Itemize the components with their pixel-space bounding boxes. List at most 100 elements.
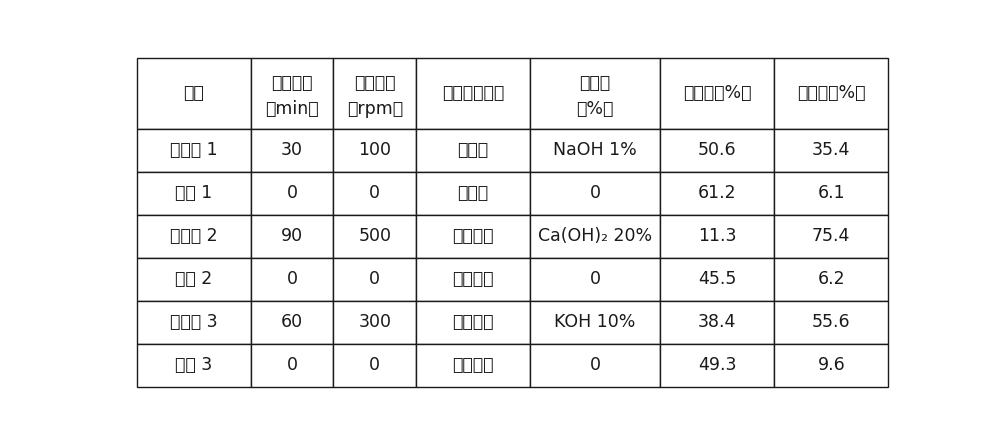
Text: 球磨转速: 球磨转速 <box>354 73 395 92</box>
Text: 木薯酒糟: 木薯酒糟 <box>452 227 494 245</box>
Bar <box>137 58 251 128</box>
Bar <box>251 215 333 257</box>
Text: 实施例 2: 实施例 2 <box>170 227 218 245</box>
Text: 0: 0 <box>590 270 601 288</box>
Bar <box>251 58 333 128</box>
Bar <box>660 301 774 344</box>
Text: 实施例 3: 实施例 3 <box>170 313 218 331</box>
Bar <box>333 215 416 257</box>
Text: （rpm）: （rpm） <box>347 100 403 118</box>
Text: 35.4: 35.4 <box>812 141 850 159</box>
Bar <box>137 128 251 172</box>
Text: 38.4: 38.4 <box>698 313 736 331</box>
Bar <box>137 344 251 386</box>
Bar <box>416 128 530 172</box>
Bar <box>416 215 530 257</box>
Text: 对照 1: 对照 1 <box>175 184 212 202</box>
Bar <box>530 257 660 301</box>
Text: 9.6: 9.6 <box>817 356 845 374</box>
Text: 50.6: 50.6 <box>698 141 736 159</box>
Bar <box>137 172 251 215</box>
Text: 49.3: 49.3 <box>698 356 736 374</box>
Bar <box>530 344 660 386</box>
Text: 球磨时间: 球磨时间 <box>271 73 313 92</box>
Bar <box>774 301 888 344</box>
Text: 结晶度（%）: 结晶度（%） <box>683 84 751 102</box>
Text: 0: 0 <box>287 356 298 374</box>
Bar <box>530 301 660 344</box>
Bar <box>774 215 888 257</box>
Bar <box>660 257 774 301</box>
Bar <box>251 128 333 172</box>
Text: 0: 0 <box>369 184 380 202</box>
Text: 0: 0 <box>590 184 601 202</box>
Bar <box>333 344 416 386</box>
Text: 木薯酒糟: 木薯酒糟 <box>452 270 494 288</box>
Bar <box>416 257 530 301</box>
Text: NaOH 1%: NaOH 1% <box>553 141 637 159</box>
Text: 90: 90 <box>281 227 303 245</box>
Bar <box>137 257 251 301</box>
Bar <box>660 172 774 215</box>
Bar <box>774 128 888 172</box>
Text: 0: 0 <box>287 270 298 288</box>
Bar <box>774 58 888 128</box>
Bar <box>137 215 251 257</box>
Text: 11.3: 11.3 <box>698 227 736 245</box>
Bar <box>774 257 888 301</box>
Text: Ca(OH)₂ 20%: Ca(OH)₂ 20% <box>538 227 652 245</box>
Bar <box>530 172 660 215</box>
Bar <box>660 215 774 257</box>
Text: 6.1: 6.1 <box>817 184 845 202</box>
Text: 糖化率（%）: 糖化率（%） <box>797 84 866 102</box>
Text: 0: 0 <box>287 184 298 202</box>
Text: 木质纤维原料: 木质纤维原料 <box>442 84 504 102</box>
Bar <box>333 172 416 215</box>
Bar <box>333 58 416 128</box>
Text: （%）: （%） <box>576 100 614 118</box>
Text: 0: 0 <box>369 270 380 288</box>
Bar <box>530 215 660 257</box>
Text: 对照 3: 对照 3 <box>175 356 212 374</box>
Bar <box>416 172 530 215</box>
Text: 61.2: 61.2 <box>698 184 736 202</box>
Text: 0: 0 <box>369 356 380 374</box>
Bar <box>251 301 333 344</box>
Bar <box>774 344 888 386</box>
Bar <box>333 301 416 344</box>
Text: 甘蔗渣: 甘蔗渣 <box>458 141 489 159</box>
Text: 60: 60 <box>281 313 303 331</box>
Text: 6.2: 6.2 <box>817 270 845 288</box>
Bar <box>251 257 333 301</box>
Bar <box>416 58 530 128</box>
Bar <box>137 301 251 344</box>
Bar <box>333 257 416 301</box>
Text: （min）: （min） <box>265 100 319 118</box>
Text: 500: 500 <box>358 227 391 245</box>
Text: 100: 100 <box>358 141 391 159</box>
Bar <box>660 344 774 386</box>
Text: 玉米秸秆: 玉米秸秆 <box>452 356 494 374</box>
Text: 甘蔗渣: 甘蔗渣 <box>458 184 489 202</box>
Bar <box>660 58 774 128</box>
Text: 300: 300 <box>358 313 391 331</box>
Text: 碱用量: 碱用量 <box>580 73 611 92</box>
Text: KOH 10%: KOH 10% <box>554 313 636 331</box>
Text: 75.4: 75.4 <box>812 227 850 245</box>
Text: 0: 0 <box>590 356 601 374</box>
Bar <box>530 128 660 172</box>
Bar <box>660 128 774 172</box>
Bar <box>416 301 530 344</box>
Text: 玉米秸秆: 玉米秸秆 <box>452 313 494 331</box>
Text: 30: 30 <box>281 141 303 159</box>
Bar <box>530 58 660 128</box>
Bar <box>251 344 333 386</box>
Bar <box>416 344 530 386</box>
Text: 45.5: 45.5 <box>698 270 736 288</box>
Text: 处理: 处理 <box>183 84 204 102</box>
Bar <box>251 172 333 215</box>
Bar <box>333 128 416 172</box>
Text: 对照 2: 对照 2 <box>175 270 212 288</box>
Text: 实施例 1: 实施例 1 <box>170 141 218 159</box>
Bar <box>774 172 888 215</box>
